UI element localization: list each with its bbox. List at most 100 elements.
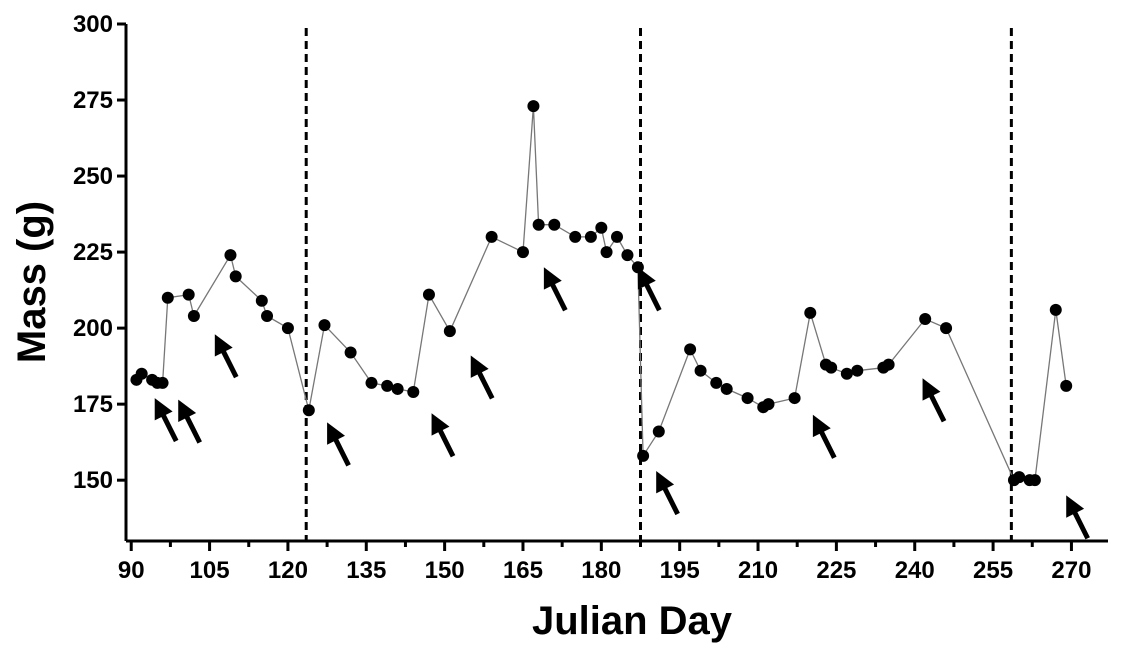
event-arrow [1066,495,1090,540]
data-point [595,221,608,234]
y-tick-label: 300 [73,11,113,38]
data-point [261,309,274,322]
data-point [422,288,435,301]
x-tick-label: 270 [1051,557,1091,584]
y-tick-label: 275 [73,87,113,114]
y-tick-label: 175 [73,391,113,418]
data-point [229,270,242,283]
data-point [652,425,665,438]
data-point [135,367,148,380]
x-tick-label: 180 [581,557,621,584]
x-tick-label: 150 [425,557,465,584]
data-point [187,309,200,322]
y-tick-label: 200 [73,315,113,342]
event-arrow [178,399,202,444]
x-tick-label: 195 [660,557,700,584]
data-points [130,100,1073,487]
data-point [344,346,357,359]
data-point [741,392,754,405]
data-point [407,385,420,398]
event-arrow-head [922,378,941,401]
event-arrow [922,378,947,423]
x-tick-label: 120 [268,557,308,584]
axes [117,22,1108,551]
event-arrow-head [812,414,831,438]
data-point [637,449,650,462]
data-point [710,376,723,389]
data-point [621,249,634,262]
data-point [182,288,195,301]
data-point [1013,471,1026,484]
data-point [825,361,838,374]
event-arrow-head [327,422,345,445]
data-point [720,382,733,395]
event-arrow-head [543,267,562,290]
period-dividers [304,28,1013,541]
data-point [1060,379,1073,392]
event-arrow [470,355,495,400]
data-point [302,404,315,417]
event-arrow [214,334,239,379]
event-arrows [154,267,1090,540]
x-tick-label: 105 [190,557,230,584]
data-point [804,306,817,319]
data-point [527,100,540,113]
x-tick-label: 240 [895,557,935,584]
data-point [611,230,623,243]
data-point [684,343,697,356]
event-arrow-head [470,355,489,378]
data-point [161,291,174,304]
x-tick-label: 255 [973,557,1013,584]
data-point [851,364,864,377]
data-point [548,218,561,231]
data-point [694,364,707,377]
x-tick-label: 165 [503,557,543,584]
data-point [156,376,169,389]
data-point [882,358,895,371]
data-point [940,322,953,335]
data-point [365,376,378,389]
event-arrow-head [431,413,450,436]
data-point [1028,474,1041,487]
y-tick-label: 250 [73,163,113,190]
event-arrow-head [656,471,675,494]
data-point [840,367,853,380]
data-point [762,398,775,411]
data-point [391,382,404,395]
event-arrow-head [154,398,173,421]
y-axis-title: Mass (g) [10,201,54,363]
data-point [516,246,529,259]
y-tick-label: 150 [73,467,113,494]
x-tick-label: 225 [816,557,856,584]
data-point [485,230,498,243]
data-point [1049,303,1062,316]
event-arrow [543,267,568,312]
event-arrow [656,471,680,516]
data-point [532,218,545,231]
event-arrow [327,422,351,467]
data-point [600,246,613,259]
event-arrow-head [178,399,197,422]
data-point [224,249,237,262]
series-line-path [135,106,1067,482]
data-point [281,322,294,335]
x-axis-title: Julian Day [532,599,733,643]
event-arrow-head [1066,495,1085,518]
data-point [569,230,582,243]
tick-labels: 150 175 200 225 250 275 300 90 105 120 135 150 165 18… [73,11,1092,584]
x-tick-label: 135 [346,557,386,584]
data-point [788,392,801,405]
data-point [381,379,394,392]
data-point [919,312,932,325]
y-tick-label: 225 [73,239,113,266]
event-arrow [154,398,179,443]
x-tick-label: 90 [118,557,145,584]
series-line [135,106,1067,482]
data-point [255,294,268,307]
x-tick-label: 210 [738,557,778,584]
event-arrow-head [637,267,656,290]
data-point [584,230,597,243]
event-arrow [812,414,837,459]
event-arrow-head [214,334,233,357]
